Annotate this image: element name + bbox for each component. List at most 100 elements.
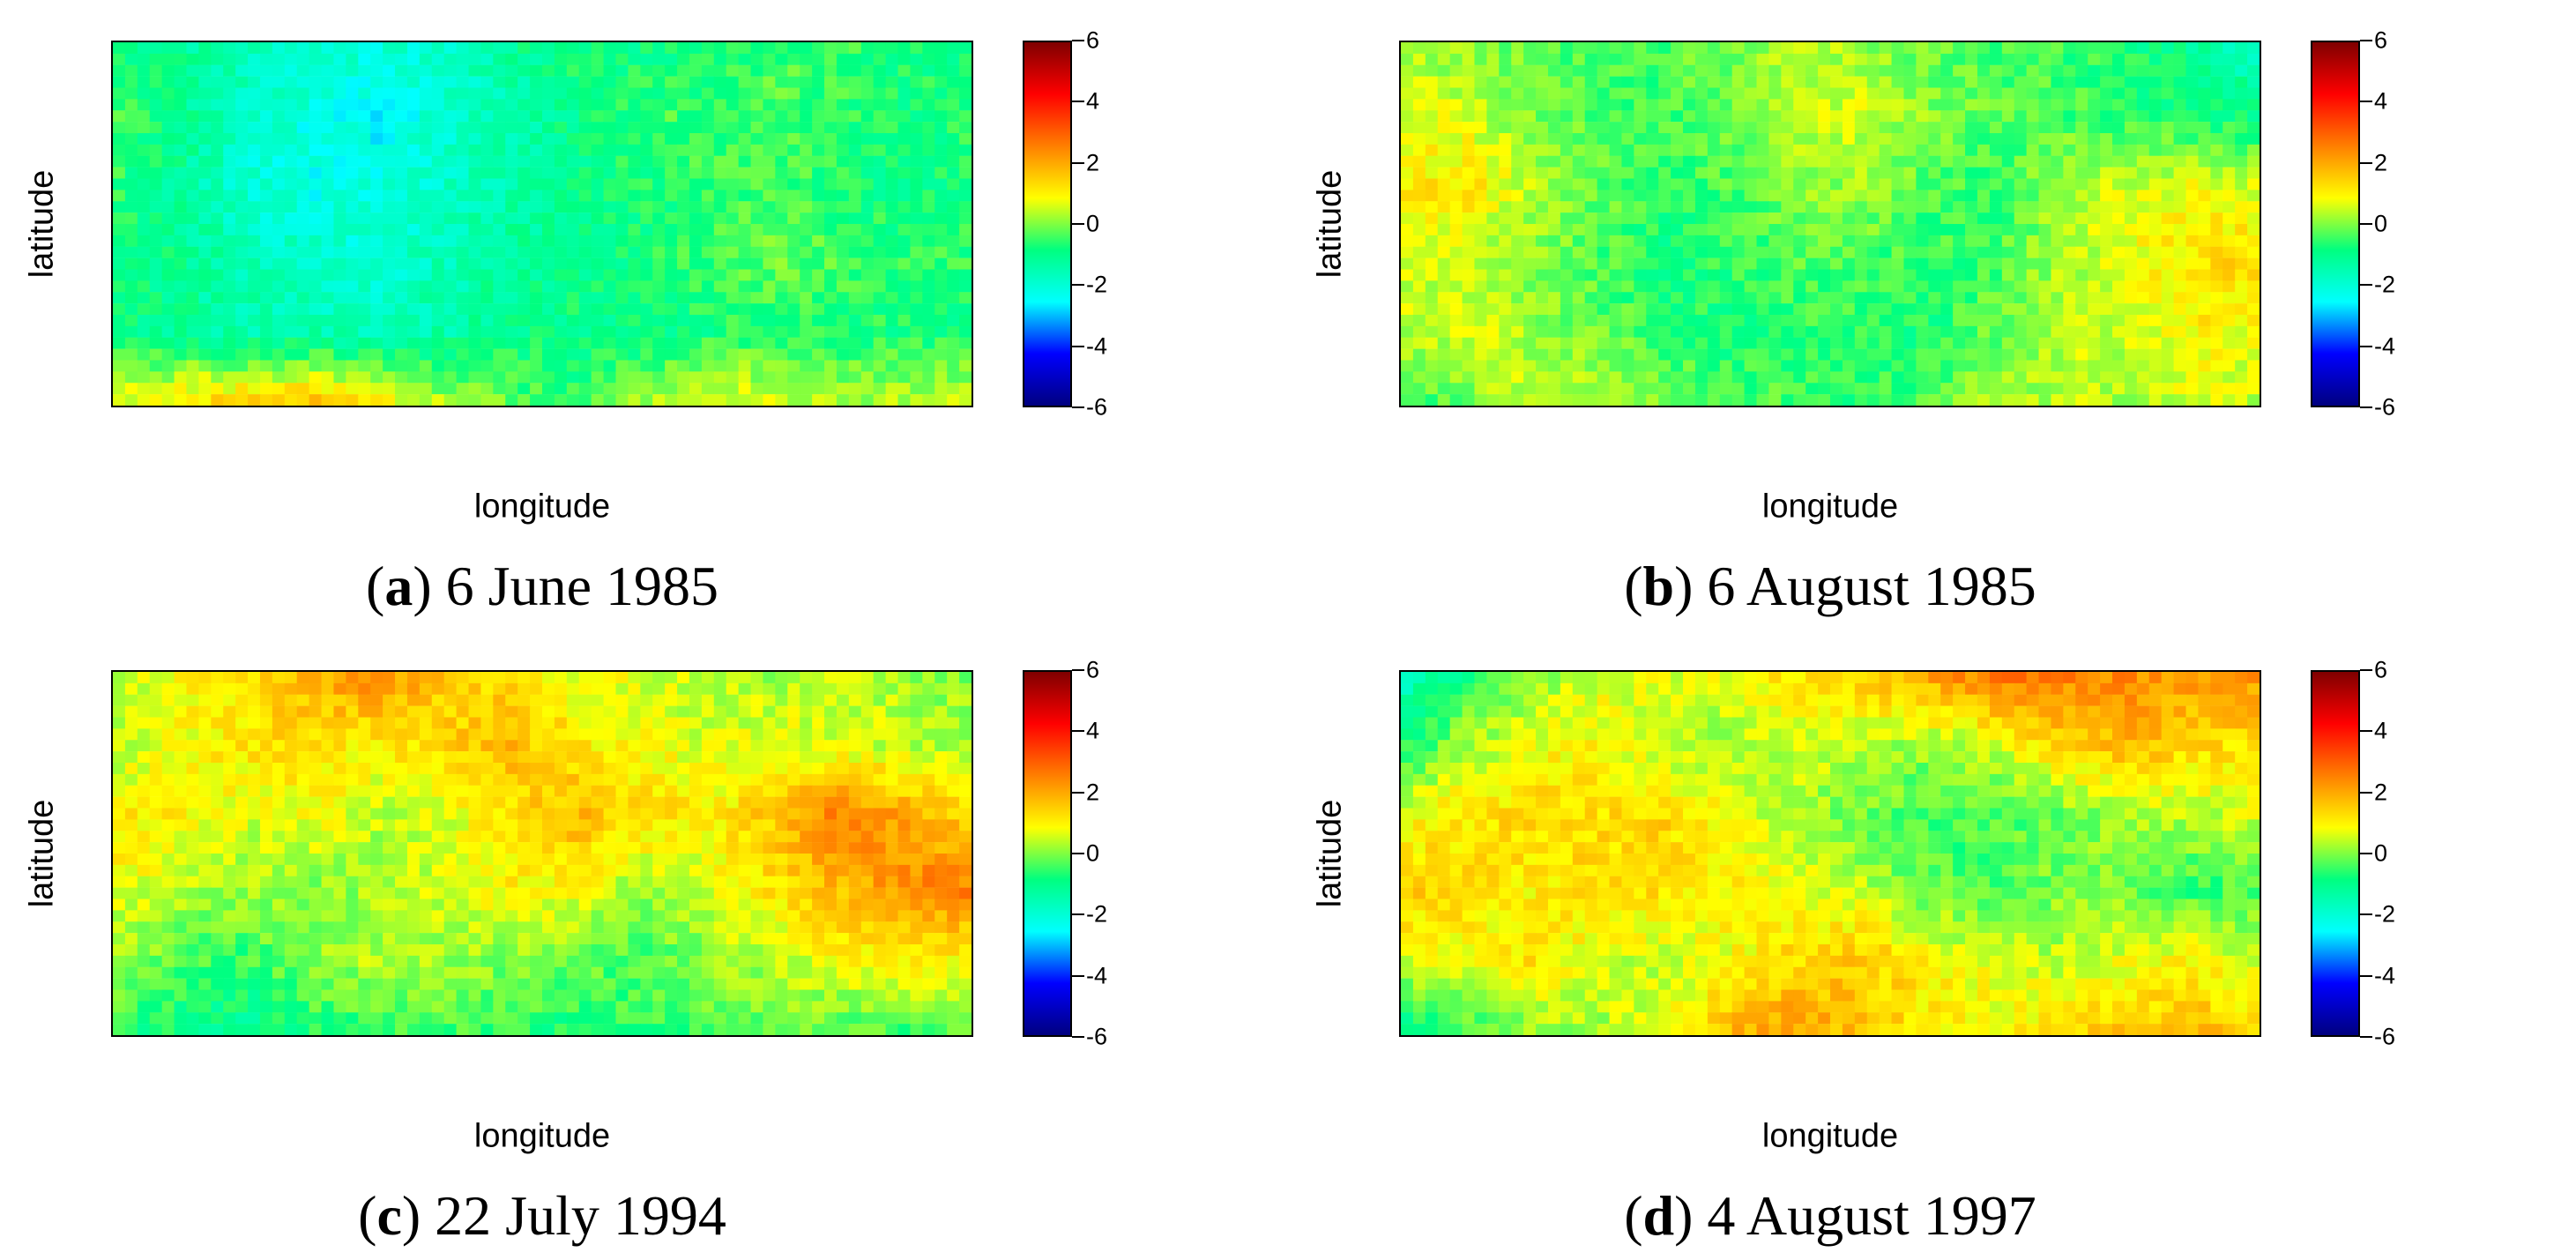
heat-cell [1499, 133, 1512, 145]
heat-cell [1989, 64, 2003, 77]
heat-cell [2088, 178, 2101, 190]
heat-cell [1903, 87, 1917, 100]
heat-cell [2075, 360, 2088, 372]
heat-cell [1916, 122, 1929, 134]
heat-cell [628, 280, 641, 293]
heat-cell [775, 99, 788, 111]
heat-cell [2014, 133, 2028, 145]
heat-cell [2161, 235, 2175, 247]
heat-cell [2185, 53, 2199, 65]
heat-cell [2148, 394, 2163, 406]
heat-cell [2148, 246, 2163, 258]
heat-cell [836, 682, 850, 695]
heat-cell [1437, 155, 1451, 168]
heat-cell [775, 122, 788, 134]
heat-cell [517, 682, 531, 695]
heat-cell [578, 360, 592, 372]
heat-cell [873, 246, 887, 258]
heat-cell [186, 383, 199, 395]
heat-cell [1916, 99, 1929, 111]
heat-cell [2161, 383, 2175, 395]
heat-cell [1425, 87, 1439, 100]
heat-cell [321, 325, 334, 338]
heat-cell [443, 178, 458, 190]
heat-cell [124, 87, 138, 100]
heat-cell [1989, 235, 2003, 247]
heat-cell [272, 99, 286, 111]
heat-cell [419, 292, 433, 304]
heat-cell [493, 694, 506, 706]
heat-cell [713, 235, 727, 247]
heat-cell [259, 325, 273, 338]
heat-cell [2038, 348, 2051, 361]
heat-cell [1977, 280, 1991, 293]
heat-cell [1989, 155, 2003, 168]
heat-cell [2148, 280, 2163, 293]
heat-cell [2088, 257, 2101, 270]
heat-cell [309, 303, 323, 316]
heat-cell [431, 337, 445, 349]
heat-cell [1474, 201, 1487, 213]
heat-cell [2210, 325, 2223, 338]
heat-cell [860, 717, 875, 729]
heat-cell [566, 705, 580, 718]
heat-cell [1977, 235, 1991, 247]
heat-cell [836, 325, 850, 338]
heat-cell [456, 155, 470, 168]
heat-cell [578, 371, 592, 384]
heat-cell [1621, 246, 1634, 258]
heat-cell [1830, 53, 1843, 65]
heat-cell [2222, 246, 2236, 258]
heat-cell [873, 190, 887, 202]
heat-cell [137, 133, 151, 145]
heat-cell [1547, 99, 1561, 111]
heat-cell [2112, 201, 2126, 213]
heat-cell [2038, 269, 2051, 281]
heat-cell [530, 740, 543, 752]
heat-cell [1768, 167, 1782, 179]
heat-cell [897, 280, 911, 293]
heat-cell [628, 64, 641, 77]
heat-cell [1671, 76, 1684, 88]
heat-cell [1719, 337, 1733, 349]
heat-cell [1707, 360, 1721, 372]
heat-cell [800, 694, 813, 706]
heat-cell [235, 122, 249, 134]
heat-cell [689, 246, 703, 258]
heat-cell [370, 717, 383, 729]
heat-cell [848, 190, 862, 202]
heat-cell [628, 694, 641, 706]
heat-cell [726, 190, 740, 202]
heat-cell [713, 178, 727, 190]
heat-cell [566, 348, 580, 361]
heat-cell [1793, 144, 1806, 156]
heat-cell [554, 257, 568, 270]
heat-cell [1866, 371, 1880, 384]
heat-cell [1572, 190, 1586, 202]
heat-cell [2014, 325, 2028, 338]
heat-cell [591, 694, 605, 706]
heat-cell [505, 144, 518, 156]
heat-cell [2088, 292, 2101, 304]
heat-cell [358, 155, 371, 168]
heat-cell [1731, 280, 1746, 293]
heat-cell [259, 694, 273, 706]
heat-cell [2185, 280, 2199, 293]
heat-cell [2063, 235, 2076, 247]
heat-cell [812, 292, 825, 304]
heat-cell [1646, 53, 1659, 65]
heat-cell [2063, 42, 2076, 55]
heat-cell [2100, 212, 2113, 225]
heat-cell [419, 167, 433, 179]
heat-cell [1830, 87, 1843, 100]
heat-cell [530, 682, 543, 695]
heat-cell [235, 303, 249, 316]
heat-cell [1756, 246, 1769, 258]
heat-cell [259, 717, 273, 729]
heat-cell [2247, 394, 2260, 406]
heat-cell [1412, 257, 1426, 270]
heat-cell [640, 122, 653, 134]
heat-cell [578, 292, 592, 304]
heat-cell [137, 728, 151, 741]
heat-cell [358, 672, 371, 684]
